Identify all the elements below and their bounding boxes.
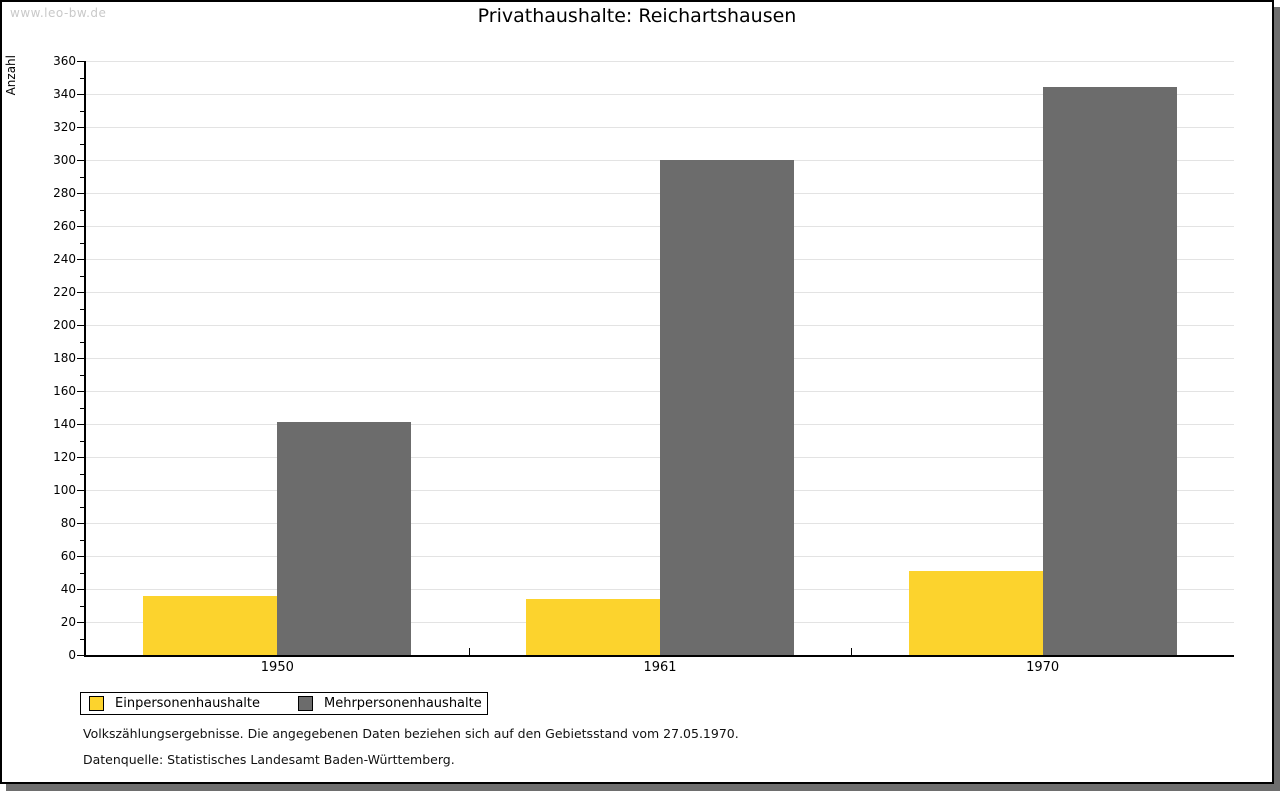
legend-item-mehrpersonenhaushalte: Mehrpersonenhaushalte <box>298 696 482 711</box>
y-minor-tick <box>80 506 84 508</box>
y-minor-tick <box>80 374 84 376</box>
y-minor-tick <box>80 275 84 277</box>
y-minor-tick <box>80 407 84 409</box>
y-minor-tick <box>80 539 84 541</box>
y-major-tick <box>77 61 84 62</box>
y-tick-label: 220 <box>53 285 76 299</box>
chart-legend: Einpersonenhaushalte Mehrpersonenhaushal… <box>80 692 488 715</box>
bar-1950-einpersonenhaushalte <box>143 595 278 655</box>
y-tick-label: 300 <box>53 153 76 167</box>
x-category-labels: 1950 1961 1970 <box>86 660 1234 678</box>
y-tick-label: 280 <box>53 186 76 200</box>
legend-label: Mehrpersonenhaushalte <box>324 696 482 711</box>
y-tick-label: 200 <box>53 318 76 332</box>
y-major-tick <box>77 457 84 458</box>
y-minor-tick <box>80 242 84 244</box>
y-minor-tick <box>80 176 84 178</box>
x-category-label: 1970 <box>1026 660 1060 675</box>
y-major-tick <box>77 94 84 95</box>
x-category-label: 1961 <box>643 660 677 675</box>
y-tick-label: 180 <box>53 351 76 365</box>
y-minor-tick <box>80 605 84 607</box>
y-tick-marks <box>2 61 84 657</box>
legend-swatch-yellow <box>89 696 104 711</box>
legend-label: Einpersonenhaushalte <box>115 696 260 711</box>
gridline <box>86 94 1234 95</box>
y-minor-tick <box>80 308 84 310</box>
y-major-tick <box>77 424 84 425</box>
y-minor-tick <box>80 77 84 79</box>
bar-1950-mehrpersonenhaushalte <box>277 422 412 655</box>
plot-area <box>84 61 1234 657</box>
gridline <box>86 127 1234 128</box>
y-major-tick <box>77 589 84 590</box>
y-minor-tick <box>80 143 84 145</box>
bar-1961-einpersonenhaushalte <box>526 598 660 655</box>
y-major-tick <box>77 556 84 557</box>
y-major-tick <box>77 193 84 194</box>
y-tick-label: 320 <box>53 120 76 134</box>
y-tick-label: 80 <box>60 516 76 530</box>
y-tick-label: 360 <box>53 54 76 68</box>
y-major-tick <box>77 325 84 326</box>
y-minor-tick <box>80 341 84 343</box>
bar-1970-einpersonenhaushalte <box>908 570 1043 655</box>
page-title: Privathaushalte: Reichartshausen <box>477 5 797 27</box>
y-major-tick <box>77 358 84 359</box>
y-major-tick <box>77 160 84 161</box>
y-minor-tick <box>80 572 84 574</box>
legend-swatch-gray <box>298 696 313 711</box>
bar-1970-mehrpersonenhaushalte <box>1042 87 1177 655</box>
y-tick-label: 20 <box>60 615 76 629</box>
x-axis-divider-tick <box>468 648 470 655</box>
y-tick-label: 100 <box>53 483 76 497</box>
x-category-label: 1950 <box>260 660 294 675</box>
legend-item-einpersonenhaushalte: Einpersonenhaushalte <box>89 696 260 711</box>
y-tick-label: 120 <box>53 450 76 464</box>
y-tick-label: 40 <box>60 582 76 596</box>
y-major-tick <box>77 490 84 491</box>
y-tick-label: 60 <box>60 549 76 563</box>
bar-1961-mehrpersonenhaushalte <box>660 160 794 655</box>
y-minor-tick <box>80 440 84 442</box>
y-tick-label: 140 <box>53 417 76 431</box>
y-major-tick <box>77 655 84 656</box>
y-tick-label: 260 <box>53 219 76 233</box>
y-minor-tick <box>80 638 84 640</box>
y-major-tick <box>77 523 84 524</box>
y-tick-label: 240 <box>53 252 76 266</box>
y-tick-label: 340 <box>53 87 76 101</box>
y-major-tick <box>77 259 84 260</box>
y-major-tick <box>77 622 84 623</box>
y-major-tick <box>77 127 84 128</box>
y-minor-tick <box>80 209 84 211</box>
y-minor-tick <box>80 110 84 112</box>
footnote-source-note: Volkszählungsergebnisse. Die angegebenen… <box>83 726 739 741</box>
y-tick-labels: 0 20 40 60 80 100 120 140 160 180 200 220 240 260 280 3… <box>2 54 76 662</box>
y-major-tick <box>77 292 84 293</box>
y-tick-label: 0 <box>68 648 76 662</box>
gridline <box>86 61 1234 62</box>
footnote-data-source: Datenquelle: Statistisches Landesamt Bad… <box>83 752 455 767</box>
y-tick-label: 160 <box>53 384 76 398</box>
y-major-tick <box>77 391 84 392</box>
watermark: www.leo-bw.de <box>10 6 107 20</box>
y-minor-tick <box>80 473 84 475</box>
y-major-tick <box>77 226 84 227</box>
x-axis-divider-tick <box>851 648 853 655</box>
